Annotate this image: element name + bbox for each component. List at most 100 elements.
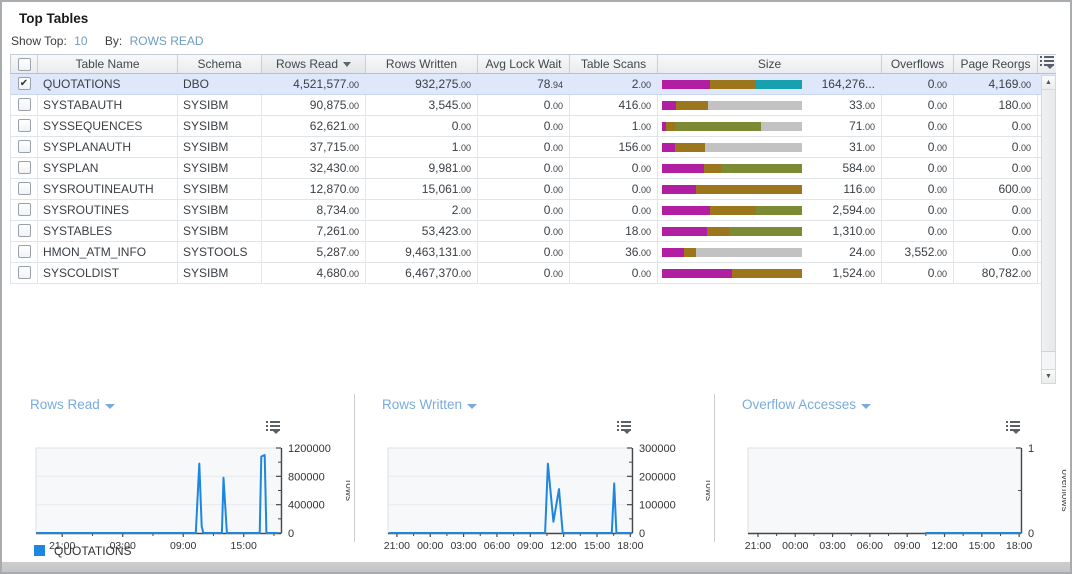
row-checkbox-cell: [10, 242, 38, 262]
table-row[interactable]: HMON_ATM_INFO SYSTOOLS 5,287.00 9,463,131.0…: [10, 242, 1056, 263]
cell-schema: SYSIBM: [178, 137, 262, 157]
cell-size: 1,310.00: [658, 221, 882, 241]
chevron-down-icon: [104, 404, 115, 409]
column-header-overflows[interactable]: Overflows: [882, 55, 954, 73]
table-row[interactable]: SYSROUTINES SYSIBM 8,734.00 2.00 0.00 0.00 2,5…: [10, 200, 1056, 221]
column-header-avg_lock_wait[interactable]: Avg Lock Wait: [478, 55, 570, 73]
row-checkbox[interactable]: [17, 245, 31, 258]
chart-options-icon[interactable]: [616, 420, 632, 434]
cell-schema: SYSIBM: [178, 179, 262, 199]
table-header-row: Table Name Schema Rows Read Rows Written Avg…: [10, 54, 1056, 74]
column-header-schema[interactable]: Schema: [178, 55, 262, 73]
svg-text:overflows: overflows: [1059, 469, 1066, 511]
cell-table_scans: 0.00: [570, 263, 658, 283]
table-row[interactable]: SYSROUTINEAUTH SYSIBM 12,870.00 15,061.00 0.…: [10, 179, 1056, 200]
size-value: 164,276...: [821, 77, 875, 91]
by-value-dropdown[interactable]: ROWS READ: [129, 34, 204, 48]
chevron-down-icon: [467, 404, 478, 409]
column-header-table_scans[interactable]: Table Scans: [570, 55, 658, 73]
size-bar-segment-gold: [674, 142, 706, 152]
scroll-down-icon[interactable]: ▼: [1042, 369, 1055, 383]
show-top-value-dropdown[interactable]: 10: [74, 34, 88, 48]
cell-page_reorgs: 0.00: [954, 116, 1038, 136]
cell-rows_read: 4,521,577.00: [262, 74, 366, 94]
vertical-scrollbar[interactable]: ▲ ▼: [1041, 75, 1056, 384]
column-header-rows_written[interactable]: Rows Written: [366, 55, 478, 73]
cell-table_name: SYSROUTINEAUTH: [38, 179, 178, 199]
column-header-page_reorgs[interactable]: Page Reorgs: [954, 55, 1038, 73]
table-row[interactable]: SYSPLANAUTH SYSIBM 37,715.00 1.00 0.00 156.00…: [10, 137, 1056, 158]
table-controls: Show Top: 10 By: ROWS READ: [2, 26, 1070, 54]
size-bar-segment-gray: [761, 121, 802, 131]
size-stacked-bar: [662, 247, 802, 257]
cell-overflows: 0.00: [882, 116, 954, 136]
cell-size: 2,594.00: [658, 200, 882, 220]
scroll-up-icon[interactable]: ▲: [1042, 76, 1055, 90]
size-bar-segment-gold: [684, 247, 696, 257]
size-value: 1,524.00: [832, 265, 875, 280]
cell-table_name: HMON_ATM_INFO: [38, 242, 178, 262]
table-row[interactable]: SYSPLAN SYSIBM 32,430.00 9,981.00 0.00 0.00 58…: [10, 158, 1056, 179]
column-header-table_name[interactable]: Table Name: [38, 55, 178, 73]
legend-item[interactable]: QUOTATIONS: [34, 544, 132, 558]
cell-rows_written: 932,275.00: [366, 74, 478, 94]
row-checkbox[interactable]: [17, 119, 31, 132]
cell-avg_lock_wait: 0.00: [478, 200, 570, 220]
table-row[interactable]: SYSTABAUTH SYSIBM 90,875.00 3,545.00 0.00 416…: [10, 95, 1056, 116]
column-header-size[interactable]: Size: [658, 55, 882, 73]
cell-page_reorgs: 600.00: [954, 179, 1038, 199]
row-checkbox-cell: [10, 221, 38, 241]
svg-text:400000: 400000: [288, 500, 325, 512]
chart-options-icon[interactable]: [1005, 420, 1021, 434]
chart-overflow-accesses: Overflow Accesses 0 1 21:00 00:00 03:00 06:00 0…: [714, 392, 1070, 568]
cell-size: 584.00: [658, 158, 882, 178]
cell-avg_lock_wait: 0.00: [478, 242, 570, 262]
cell-page_reorgs: 0.00: [954, 242, 1038, 262]
row-checkbox[interactable]: ✔: [17, 77, 31, 90]
table-row[interactable]: ✔ QUOTATIONS DBO 4,521,577.00 932,275.00 78.9…: [10, 74, 1056, 95]
chart-title-dropdown[interactable]: Overflow Accesses: [742, 397, 872, 412]
cell-overflows: 0.00: [882, 95, 954, 115]
table-row[interactable]: SYSTABLES SYSIBM 7,261.00 53,423.00 0.00 18.0…: [10, 221, 1056, 242]
row-checkbox-cell: [10, 179, 38, 199]
table-row[interactable]: SYSSEQUENCES SYSIBM 62,621.00 0.00 0.00 1.00 7…: [10, 116, 1056, 137]
size-stacked-bar: [662, 268, 802, 278]
column-header-rows_read[interactable]: Rows Read: [262, 55, 366, 73]
cell-rows_written: 6,467,370.00: [366, 263, 478, 283]
table-row[interactable]: SYSCOLDIST SYSIBM 4,680.00 6,467,370.00 0.00…: [10, 263, 1056, 284]
charts-section: Rows Read 0 400000 800000 1200000 21:00 03:00 0…: [2, 392, 1070, 568]
chart-title-dropdown[interactable]: Rows Written: [382, 397, 478, 412]
select-all-checkbox[interactable]: [17, 58, 31, 71]
size-stacked-bar: [662, 205, 802, 215]
size-stacked-bar: [662, 226, 802, 236]
row-checkbox-cell: [10, 95, 38, 115]
size-bar-segment-olive: [720, 163, 802, 173]
cell-page_reorgs: 180.00: [954, 95, 1038, 115]
row-checkbox[interactable]: [17, 203, 31, 216]
chart-title-dropdown[interactable]: Rows Read: [30, 397, 115, 412]
cell-table_name: SYSTABLES: [38, 221, 178, 241]
scrollbar-thumb[interactable]: [1042, 90, 1055, 352]
chevron-down-icon: [861, 404, 872, 409]
row-checkbox[interactable]: [17, 182, 31, 195]
row-checkbox[interactable]: [17, 98, 31, 111]
cell-rows_written: 3,545.00: [366, 95, 478, 115]
row-checkbox[interactable]: [17, 266, 31, 279]
chart-divider: [354, 394, 355, 542]
cell-overflows: 0.00: [882, 158, 954, 178]
chart-options-icon[interactable]: [265, 420, 281, 434]
row-checkbox[interactable]: [17, 224, 31, 237]
cell-table_name: SYSROUTINES: [38, 200, 178, 220]
cell-rows_read: 7,261.00: [262, 221, 366, 241]
column-options-icon[interactable]: [1039, 55, 1055, 69]
size-bar-segment-gold: [732, 268, 802, 278]
row-checkbox[interactable]: [17, 140, 31, 153]
cell-table_scans: 0.00: [570, 200, 658, 220]
legend-label: QUOTATIONS: [54, 544, 132, 558]
row-checkbox[interactable]: [17, 161, 31, 174]
svg-text:rows: rows: [703, 480, 710, 501]
size-stacked-bar: [662, 184, 802, 194]
cell-table_name: SYSTABAUTH: [38, 95, 178, 115]
cell-schema: SYSIBM: [178, 221, 262, 241]
